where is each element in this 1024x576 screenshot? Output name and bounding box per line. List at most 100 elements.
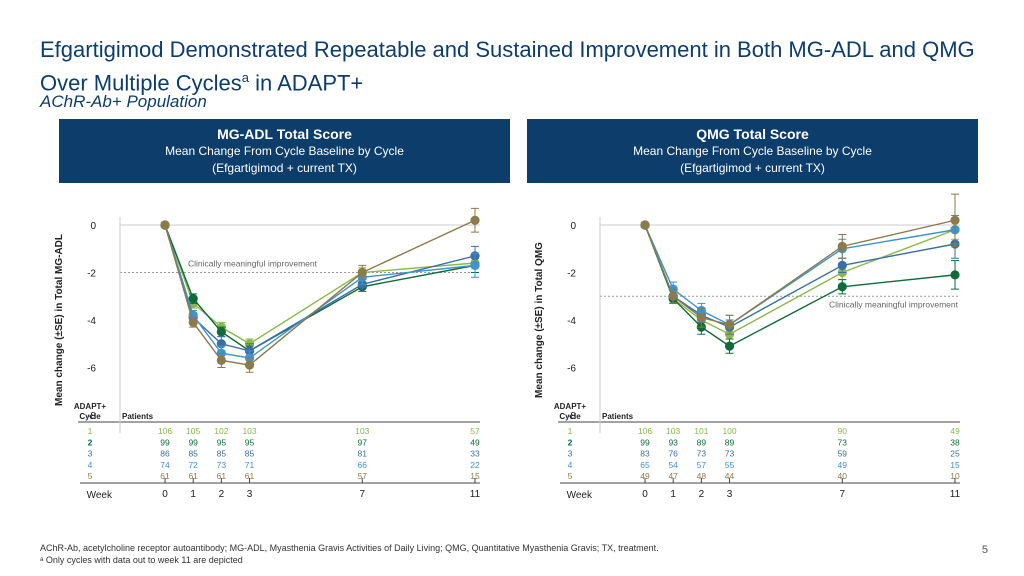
qmg-series-5-point bbox=[837, 241, 847, 251]
mgadl-series-2-point bbox=[188, 294, 198, 304]
mgadl-table-cell: 86 bbox=[160, 449, 170, 459]
qmg-series-5-point bbox=[950, 215, 960, 225]
qmg-series-5-line bbox=[644, 219, 956, 326]
mgadl-table-cell: 49 bbox=[470, 437, 480, 447]
mgadl-header-title: MG-ADL Total Score bbox=[217, 126, 352, 142]
qmg-table-cell: 40 bbox=[838, 471, 848, 481]
title-tail: in ADAPT+ bbox=[248, 70, 364, 96]
mgadl-ylabel: Mean change (±SE) in Total MG-ADL bbox=[54, 234, 65, 406]
mgadl-table-cell: 95 bbox=[217, 437, 227, 447]
mgadl-table-cell: 99 bbox=[188, 437, 198, 447]
qmg-header-title: QMG Total Score bbox=[696, 126, 809, 142]
qmg-table-cell: 25 bbox=[950, 449, 960, 459]
mgadl-table-cell: 15 bbox=[470, 471, 480, 481]
qmg-table-cell: 15 bbox=[950, 460, 960, 470]
mgadl-table-cell: 22 bbox=[470, 460, 480, 470]
qmg-table-cell: 83 bbox=[640, 449, 650, 459]
qmg-table-cell: 73 bbox=[725, 449, 735, 459]
mgadl-table-cell: 71 bbox=[245, 460, 255, 470]
mgadl-series-1-line bbox=[164, 224, 476, 345]
mgadl-table-header-adapt: ADAPT+ bbox=[74, 402, 107, 411]
mgadl-header-line2: Mean Change From Cycle Baseline by Cycle bbox=[165, 144, 404, 158]
mgadl-ytick-label: -2 bbox=[87, 269, 96, 280]
mgadl-table-cell: 99 bbox=[160, 437, 170, 447]
mgadl-table-cell: 61 bbox=[188, 471, 198, 481]
mgadl-table-cell: 95 bbox=[245, 437, 255, 447]
qmg-series-2-point bbox=[837, 282, 847, 292]
qmg-table-cycle: 4 bbox=[568, 460, 573, 470]
slide-title: Efgartigimod Demonstrated Repeatable and… bbox=[40, 36, 1000, 97]
qmg-table-cell: 57 bbox=[697, 460, 707, 470]
qmg-table-cell: 59 bbox=[838, 449, 848, 459]
footnote-abbreviations: AChR-Ab, acetylcholine receptor autoanti… bbox=[40, 543, 659, 553]
mgadl-xtick-label: 0 bbox=[162, 489, 168, 500]
qmg-table-cell: 103 bbox=[666, 426, 680, 436]
mgadl-table-cell: 61 bbox=[160, 471, 170, 481]
mgadl-xtick-label: 7 bbox=[359, 489, 365, 500]
mgadl-table-cell: 85 bbox=[245, 449, 255, 459]
mgadl-table-cell: 81 bbox=[358, 449, 368, 459]
mgadl-series-5-point bbox=[357, 267, 367, 278]
mgadl-xtick-label: 11 bbox=[470, 489, 481, 500]
qmg-ytick-label: -2 bbox=[567, 269, 576, 280]
qmg-threshold-label: Clinically meaningful improvement bbox=[829, 299, 959, 309]
mgadl-chart: Clinically meaningful improvement 0 -2 -4 -6… bbox=[54, 207, 481, 501]
mgadl-series-2-line bbox=[164, 224, 476, 352]
qmg-table-cell: 89 bbox=[725, 437, 735, 447]
mgadl-series-4-line bbox=[164, 224, 476, 359]
mgadl-series-5-point bbox=[470, 215, 480, 225]
qmg-series-2-line bbox=[644, 224, 956, 347]
qmg-table-cell: 49 bbox=[640, 471, 650, 481]
title-superscript: a bbox=[241, 70, 249, 85]
qmg-table-cell: 38 bbox=[950, 437, 960, 447]
qmg-ytick-label: -4 bbox=[567, 316, 576, 327]
qmg-xtick-label: 1 bbox=[670, 489, 676, 500]
mgadl-series-5-point bbox=[216, 355, 226, 365]
mgadl-table-cell: 57 bbox=[358, 471, 368, 481]
mgadl-table-cycle: 1 bbox=[88, 426, 93, 436]
qmg-table-cycle: 2 bbox=[568, 437, 573, 447]
mgadl-table-cell: 72 bbox=[188, 460, 198, 470]
mgadl-table-cell: 102 bbox=[214, 426, 228, 436]
footnote-a: ᵃ Only cycles with data out to week 11 a… bbox=[40, 555, 243, 565]
qmg-table-cell: 49 bbox=[838, 460, 848, 470]
qmg-table-header-patients: Patients bbox=[602, 412, 634, 421]
mgadl-ytick-label: 0 bbox=[90, 221, 96, 232]
page-number: 5 bbox=[981, 544, 988, 556]
mgadl-table-cell: 106 bbox=[158, 426, 172, 436]
mgadl-table-cycle: 5 bbox=[88, 471, 93, 481]
mgadl-xtick-label: 3 bbox=[247, 489, 253, 500]
mgadl-table-cell: 73 bbox=[217, 460, 227, 470]
qmg-panel-header: QMG Total Score Mean Change From Cycle B… bbox=[527, 119, 978, 183]
qmg-table-cell: 99 bbox=[640, 437, 650, 447]
mgadl-xlabel: Week bbox=[87, 490, 113, 501]
qmg-table-cell: 89 bbox=[697, 437, 707, 447]
qmg-table-cell: 49 bbox=[950, 426, 960, 436]
qmg-table-cell: 73 bbox=[697, 449, 707, 459]
mgadl-table-cell: 61 bbox=[245, 471, 255, 481]
mgadl-table-cell: 74 bbox=[160, 460, 170, 470]
mgadl-table-cycle: 4 bbox=[88, 460, 93, 470]
qmg-chart: Clinically meaningful improvement 0 -2 -4 -6… bbox=[534, 193, 961, 501]
qmg-table-cell: 90 bbox=[838, 426, 848, 436]
qmg-xtick-label: 11 bbox=[950, 489, 961, 500]
mgadl-table-cell: 85 bbox=[217, 449, 227, 459]
qmg-header-line3: (Efgartigimod + current TX) bbox=[680, 161, 825, 175]
mgadl-ytick-label: -4 bbox=[87, 316, 96, 327]
qmg-table-cell: 47 bbox=[668, 471, 678, 481]
mgadl-panel-header: MG-ADL Total Score Mean Change From Cycl… bbox=[59, 119, 510, 183]
qmg-series-5-point bbox=[724, 320, 735, 330]
qmg-series-4-line bbox=[644, 224, 956, 326]
qmg-xtick-label: 7 bbox=[839, 489, 845, 500]
mgadl-table-cell: 103 bbox=[242, 426, 256, 436]
footnotes: AChR-Ab, acetylcholine receptor autoanti… bbox=[40, 542, 659, 566]
qmg-table-cell: 101 bbox=[694, 426, 708, 436]
qmg-series-5-point bbox=[696, 313, 706, 323]
mgadl-table-cell: 105 bbox=[186, 426, 200, 436]
mgadl-table-cycle: 3 bbox=[88, 449, 93, 459]
mgadl-xtick-label: 2 bbox=[219, 489, 225, 500]
qmg-table-cell: 106 bbox=[638, 426, 652, 436]
mgadl-series-5-line bbox=[164, 219, 476, 366]
mgadl-ytick-label: -8 bbox=[87, 411, 96, 422]
qmg-table-cell: 73 bbox=[838, 437, 848, 447]
